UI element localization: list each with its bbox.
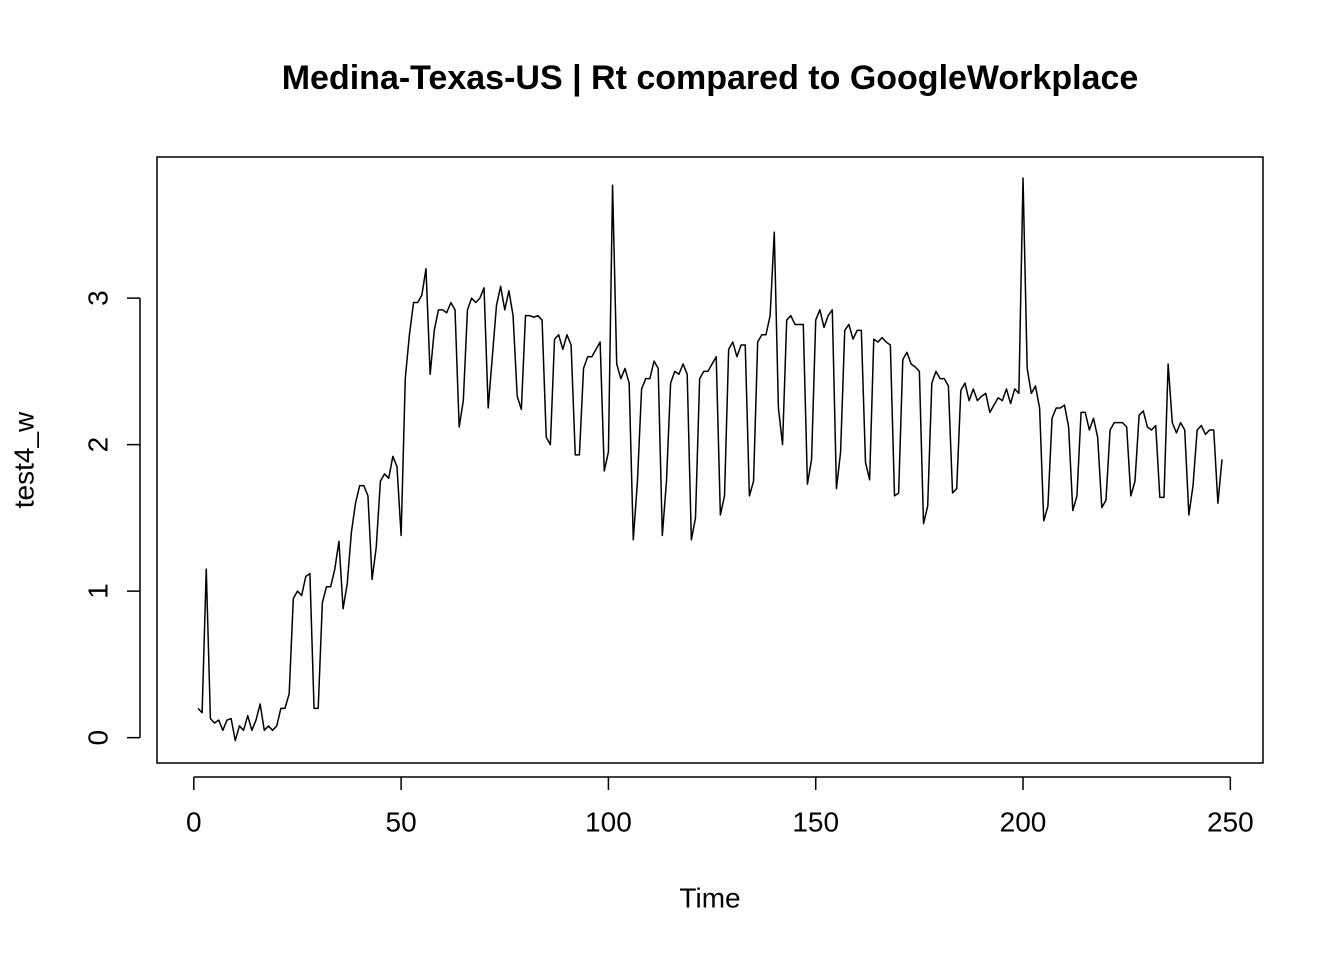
y-tick-label: 0 — [82, 730, 113, 746]
x-tick-label: 200 — [1000, 806, 1047, 837]
y-tick-label: 3 — [82, 290, 113, 306]
plot-box — [156, 156, 1264, 764]
x-tick-label: 100 — [585, 806, 632, 837]
y-axis-label: test4_w — [8, 411, 39, 508]
x-tick-label: 0 — [186, 806, 202, 837]
data-line — [197, 177, 1223, 742]
x-tick-label: 150 — [792, 806, 839, 837]
chart-title: Medina-Texas-US | Rt compared to GoogleW… — [282, 59, 1139, 97]
y-tick-label: 1 — [82, 583, 113, 599]
x-axis-label: Time — [679, 882, 740, 913]
y-tick-label: 2 — [82, 437, 113, 453]
x-tick-label: 250 — [1207, 806, 1254, 837]
x-tick-label: 50 — [386, 806, 417, 837]
